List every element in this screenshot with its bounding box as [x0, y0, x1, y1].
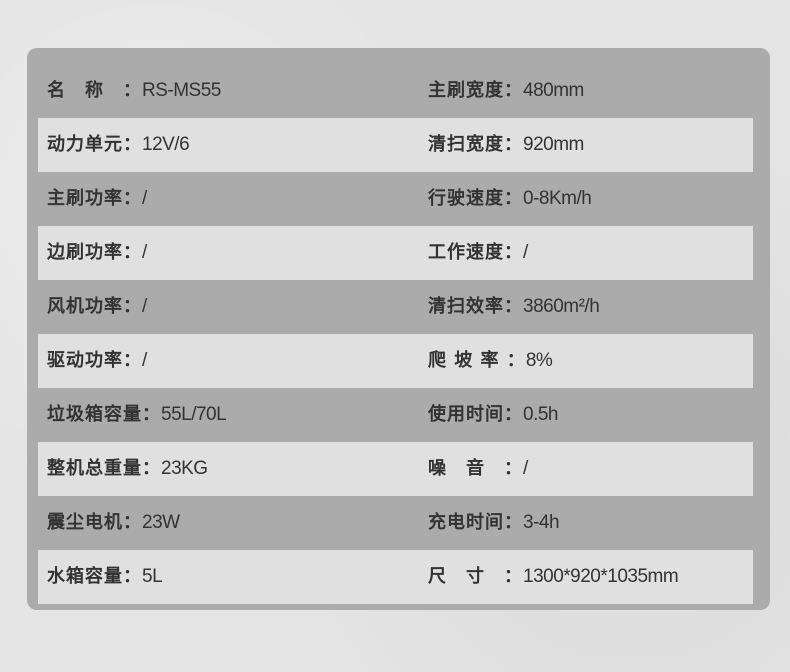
spec-label: 边刷功率：	[47, 242, 142, 263]
spec-row: 驱动功率：/ 爬 坡 率 ：8%	[38, 334, 753, 388]
spec-label: 噪 音 ：	[428, 458, 523, 479]
spec-item-right: 爬 坡 率 ：8%	[428, 334, 553, 388]
spec-row: 主刷功率：/ 行驶速度：0-8Km/h	[38, 172, 753, 226]
spec-item-right: 噪 音 ：/	[428, 442, 528, 496]
spec-item-left: 动力单元：12V/6	[47, 118, 190, 172]
spec-item-left: 整机总重量：23KG	[47, 442, 208, 496]
spec-label: 清扫效率：	[428, 296, 523, 317]
spec-row: 水箱容量：5L 尺 寸 ：1300*920*1035mm	[38, 550, 753, 604]
spec-value: 5L	[142, 566, 163, 587]
spec-item-left: 垃圾箱容量：55L/70L	[47, 388, 227, 442]
spec-value: RS-MS55	[142, 80, 221, 101]
spec-value: 0-8Km/h	[523, 188, 592, 209]
spec-panel: 名 称 ：RS-MS55 主刷宽度：480mm 动力单元：12V/6 清扫宽度：920…	[27, 48, 770, 610]
spec-row: 风机功率：/ 清扫效率：3860m²/h	[38, 280, 753, 334]
spec-label: 整机总重量：	[47, 458, 161, 479]
spec-value: 23KG	[161, 458, 208, 479]
spec-value: 480mm	[523, 80, 584, 101]
spec-row: 整机总重量：23KG 噪 音 ：/	[38, 442, 753, 496]
spec-item-right: 充电时间：3-4h	[428, 496, 560, 550]
spec-row: 边刷功率：/工作速度：/	[38, 226, 753, 280]
spec-value: 12V/6	[142, 134, 190, 155]
spec-label: 充电时间：	[428, 512, 523, 533]
spec-value: 23W	[142, 512, 180, 533]
spec-item-left: 风机功率：/	[47, 280, 147, 334]
spec-label: 震尘电机：	[47, 512, 142, 533]
spec-value: /	[142, 350, 147, 371]
spec-item-right: 工作速度：/	[428, 226, 528, 280]
spec-value: /	[142, 242, 147, 263]
spec-value: 1300*920*1035mm	[523, 566, 679, 587]
spec-label: 风机功率：	[47, 296, 142, 317]
spec-label: 工作速度：	[428, 242, 523, 263]
spec-item-right: 清扫效率：3860m²/h	[428, 280, 600, 334]
spec-label: 主刷功率：	[47, 188, 142, 209]
spec-value: 0.5h	[523, 404, 558, 425]
spec-value: 8%	[525, 350, 553, 371]
spec-value: 920mm	[523, 134, 584, 155]
spec-item-right: 尺 寸 ：1300*920*1035mm	[428, 550, 679, 604]
spec-item-left: 驱动功率：/	[47, 334, 147, 388]
spec-item-left: 名 称 ：RS-MS55	[47, 64, 221, 118]
spec-value: /	[142, 296, 147, 317]
spec-value: /	[523, 458, 528, 479]
spec-label: 使用时间：	[428, 404, 523, 425]
spec-label: 动力单元：	[47, 134, 142, 155]
spec-item-left: 震尘电机：23W	[47, 496, 180, 550]
spec-value: /	[142, 188, 147, 209]
spec-row: 垃圾箱容量：55L/70L 使用时间：0.5h	[38, 388, 753, 442]
spec-item-right: 行驶速度：0-8Km/h	[428, 172, 592, 226]
spec-item-left: 边刷功率：/	[47, 226, 147, 280]
spec-label: 驱动功率：	[47, 350, 142, 371]
spec-value: 3860m²/h	[523, 296, 600, 317]
spec-label: 名 称 ：	[47, 80, 142, 101]
spec-item-left: 主刷功率：/	[47, 172, 147, 226]
spec-item-right: 主刷宽度：480mm	[428, 64, 584, 118]
spec-value: 3-4h	[523, 512, 560, 533]
spec-label: 主刷宽度：	[428, 80, 523, 101]
spec-row: 震尘电机：23W 充电时间：3-4h	[38, 496, 753, 550]
spec-label: 尺 寸 ：	[428, 566, 523, 587]
spec-item-right: 使用时间：0.5h	[428, 388, 558, 442]
spec-row: 名 称 ：RS-MS55 主刷宽度：480mm	[38, 64, 753, 118]
spec-value: 55L/70L	[161, 404, 227, 425]
spec-row: 动力单元：12V/6 清扫宽度：920mm	[38, 118, 753, 172]
spec-value: /	[523, 242, 528, 263]
spec-label: 清扫宽度：	[428, 134, 523, 155]
spec-label: 爬 坡 率 ：	[428, 350, 526, 371]
spec-label: 行驶速度：	[428, 188, 523, 209]
spec-item-left: 水箱容量：5L	[47, 550, 163, 604]
spec-label: 垃圾箱容量：	[47, 404, 161, 425]
spec-label: 水箱容量：	[47, 566, 142, 587]
spec-item-right: 清扫宽度：920mm	[428, 118, 584, 172]
